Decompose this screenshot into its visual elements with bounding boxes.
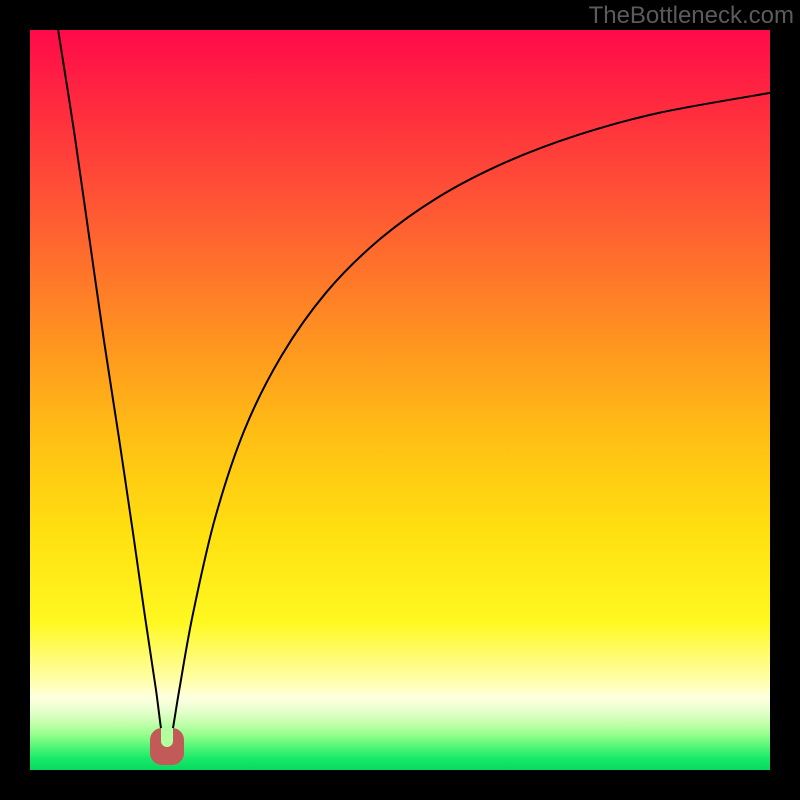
watermark-text: TheBottleneck.com (589, 2, 794, 30)
plot-area (30, 30, 770, 770)
bottleneck-curve (58, 30, 770, 753)
optimum-marker (150, 728, 184, 765)
curve-layer (30, 30, 770, 770)
optimum-marker-notch (161, 728, 173, 747)
chart-frame: TheBottleneck.com (0, 0, 800, 800)
